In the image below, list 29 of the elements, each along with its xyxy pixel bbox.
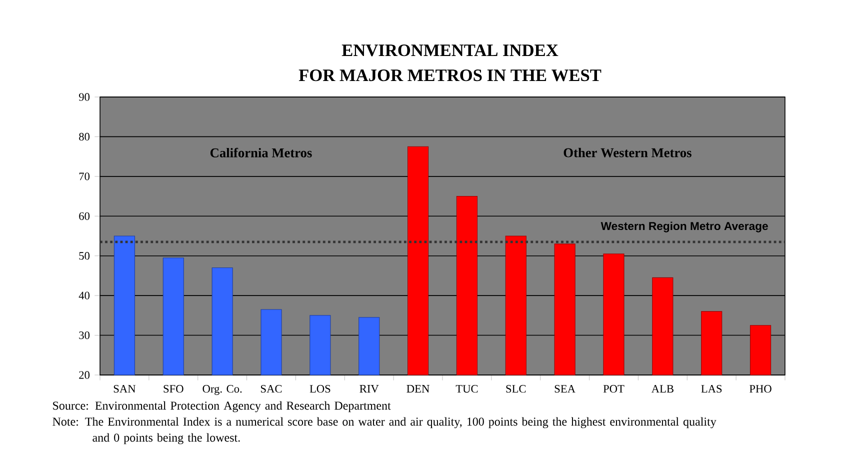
x-tick-label: SLC [506,385,526,393]
y-tick-label: 40 [78,292,90,300]
y-tick-label: 60 [79,212,90,220]
x-tick-label: ALB [651,385,674,393]
y-tick-label: 30 [79,331,90,340]
x-tick-label: Org. Co. [202,385,242,395]
y-tick-label: 80 [79,132,90,141]
x-tick-label: SFO [164,385,184,393]
x-tick-label: DEN [406,385,430,392]
chart-subtitle: FOR MAJOR METROS IN THE WEST [298,70,602,82]
annotation: California Metros [210,148,312,158]
x-tick-label: LOS [310,385,330,393]
y-tick-label: 20 [79,371,90,379]
x-tick-label: RIV [360,385,379,393]
x-tick-label: SAC [260,385,282,393]
y-tick-label: 50 [79,252,90,260]
ref-line-label: Western Region Metro Average [600,222,768,232]
x-tick-label: SAN [114,385,136,393]
x-tick-label: PHO [750,385,772,393]
source-note: Source: Environmental Protection Agency and Research Department [53,401,391,412]
y-tick-label: 70 [79,172,90,180]
x-tick-label: POT [603,385,624,393]
text: Note: The Environmental Index is a numerical score base on water and air quality, 100 points being the highest environmental quality and 0 points being the lowest. [52,417,716,444]
x-tick-label: TUC [456,385,478,393]
chart-title: ENVIRONMENTAL INDEX [342,44,558,56]
y-tick-label: 90 [78,93,90,101]
x-tick-label: SEA [554,385,576,393]
annotation: Other Western Metros [564,148,692,158]
x-tick-label: LAS [701,385,722,393]
